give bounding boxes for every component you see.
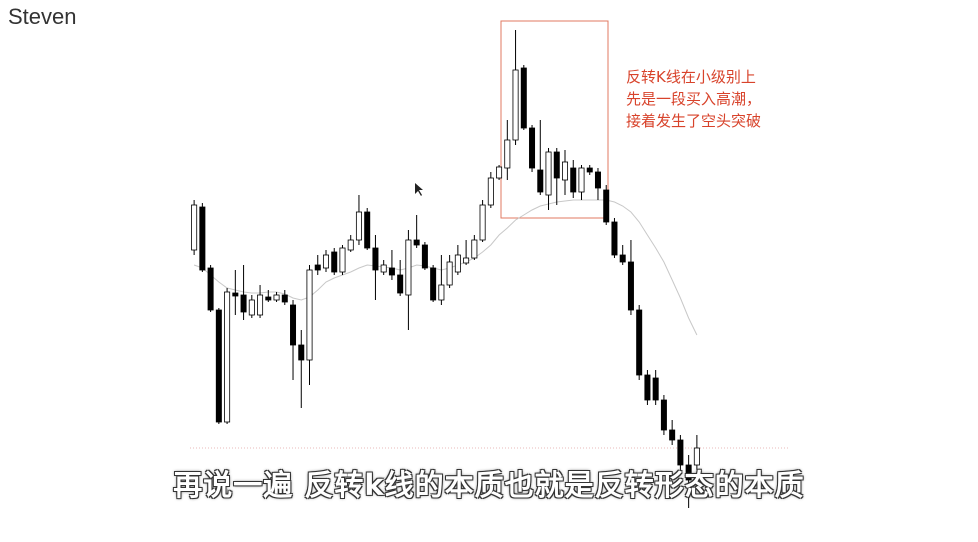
candle-body [347,239,354,251]
candle-body [545,151,552,196]
cursor-icon [415,183,423,196]
candle-body [224,291,231,423]
candle-body [388,267,395,276]
candle-body [405,239,412,296]
candle-body [669,429,676,441]
candle-body [191,204,198,251]
candle-body [553,151,560,179]
moving-average [193,199,698,336]
candle-body [594,171,601,189]
candle-body [248,299,255,316]
candle-body [306,269,313,361]
candle-body [562,161,569,181]
candle-body [240,294,247,313]
candle-body [438,284,445,301]
candle-body [504,139,511,169]
annotation-line: 反转K线在小级别上 [626,68,756,86]
candle-body [314,264,321,271]
candle-body [487,177,494,206]
candle-body [479,204,486,241]
candle-body [570,167,577,193]
candle-body [281,294,288,303]
candle-body [339,247,346,273]
annotation-line: 先是一段买入高潮， [626,90,761,108]
candle-body [496,166,503,179]
candle-body [603,189,610,223]
candle-body [322,254,329,269]
candle-body [644,374,651,401]
candle-body [372,247,379,271]
candle-body [660,399,667,431]
candle-body [273,294,280,301]
highlight-box [500,20,609,219]
candle-body [355,211,362,241]
candle-body [677,439,684,466]
candle-body [331,251,338,273]
candle-body [446,261,453,286]
candle-body [471,239,478,259]
candle-body [290,304,297,346]
candle-body [537,169,544,193]
candle-body [380,264,387,273]
subtitle: 再说一遍 反转k线的本质也就是反转形态的本质 [173,468,805,502]
candle-body [397,274,404,294]
candle-body [693,447,700,466]
candle-body [652,377,659,401]
candle-body [520,67,527,129]
candle-body [207,267,214,311]
candle-body [215,309,222,423]
candle-body [413,239,420,246]
candle-body [619,254,626,263]
candle-body [586,167,593,173]
candle-body [578,167,585,193]
candle-body [265,296,272,301]
candle-body [257,294,264,316]
candle-body [199,206,206,271]
author-name: Steven [8,4,77,29]
candle-body [685,464,692,481]
candle-body [298,344,305,361]
candle-body [454,254,461,273]
candle-body [611,221,618,256]
candle-body [232,292,239,297]
candle-body [512,69,519,141]
candle-body [421,244,428,269]
candle-body [636,309,643,376]
candle-body [463,257,470,264]
candle-body [430,267,437,301]
candle-body [529,127,536,169]
annotation-line: 接着发生了空头突破 [626,112,761,130]
candle-body [627,261,634,311]
candle-body [364,211,371,249]
